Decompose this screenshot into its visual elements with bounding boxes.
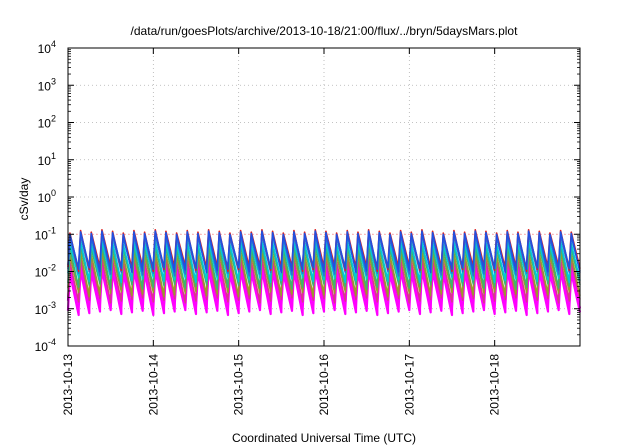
y-tick-label: 10-3 — [35, 300, 56, 317]
series-line — [67, 251, 581, 298]
y-tick-label: 101 — [38, 151, 56, 168]
series-group — [66, 228, 582, 317]
chart-title: /data/run/goesPlots/archive/2013-10-18/2… — [131, 24, 519, 38]
x-tick-labels: 2013-10-13 2013-10-14 2013-10-15 2013-10-16… — [61, 354, 502, 416]
x-tick-label: 2013-10-18 — [488, 354, 502, 416]
y-tick-label: 100 — [38, 188, 56, 205]
y-tick-label: 10-1 — [35, 225, 56, 242]
x-tick-label: 2013-10-15 — [232, 354, 246, 416]
x-tick-label: 2013-10-13 — [61, 354, 75, 416]
y-tick-label: 10-4 — [35, 337, 56, 354]
x-tick-label: 2013-10-14 — [146, 354, 160, 416]
series-line — [67, 240, 581, 284]
y-tick-label: 10-2 — [35, 263, 56, 280]
y-tick-label: 104 — [38, 39, 56, 56]
series-line — [66, 268, 582, 317]
y-tick-label: 103 — [38, 76, 56, 93]
y-tick-label: 102 — [38, 114, 56, 131]
series-line — [67, 244, 581, 290]
x-tick-label: 2013-10-17 — [402, 354, 416, 416]
x-axis-label: Coordinated Universal Time (UTC) — [232, 431, 416, 445]
ticks — [67, 47, 580, 347]
series-line — [67, 230, 581, 274]
y-axis-label: cSv/day — [17, 178, 31, 221]
x-tick-label: 2013-10-16 — [317, 354, 331, 416]
y-tick-labels: 10-4 10-3 10-2 10-1 100 101 102 103 104 — [35, 39, 56, 354]
series-line — [67, 257, 581, 304]
